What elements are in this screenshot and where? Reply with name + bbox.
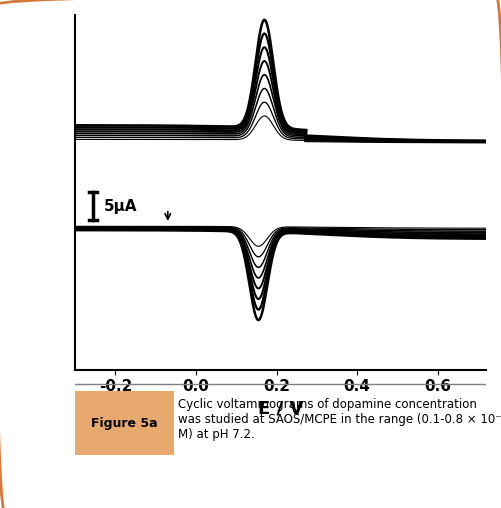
Text: Figure 5a: Figure 5a xyxy=(91,417,158,430)
FancyBboxPatch shape xyxy=(75,391,174,455)
X-axis label: E / V: E / V xyxy=(258,400,303,418)
Text: 5μA: 5μA xyxy=(103,199,137,213)
Text: Cyclic voltammograms of dopamine concentration
was studied at SAOS/MCPE in the r: Cyclic voltammograms of dopamine concent… xyxy=(178,398,501,441)
